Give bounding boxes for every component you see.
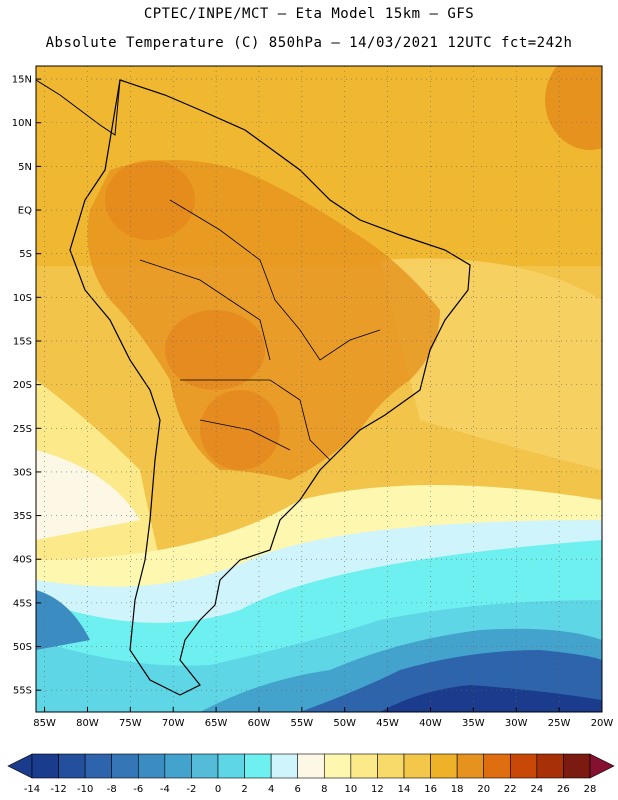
colorbar-swatch — [563, 753, 591, 779]
colorbar-label: -12 — [50, 784, 66, 795]
colorbar-swatch — [191, 753, 219, 779]
lat-label: 10S — [13, 293, 32, 304]
colorbar-swatch — [164, 753, 192, 779]
colorbar-label: 14 — [398, 784, 411, 795]
colorbar-label: -14 — [24, 784, 40, 795]
country-borders — [139, 199, 381, 461]
field-south-7 — [380, 685, 602, 712]
lon-label: 85W — [33, 718, 56, 729]
map-frame — [35, 65, 603, 713]
lon-label: 75W — [119, 718, 142, 729]
colorbar-label: 2 — [241, 784, 247, 795]
chart-title-line1: CPTEC/INPE/MCT – Eta Model 15km – GFS — [143, 6, 475, 22]
colorbar-swatch — [456, 753, 485, 779]
colorbar-swatch — [403, 753, 431, 779]
field-continent-hot2 — [200, 390, 280, 470]
lat-label: 55S — [13, 686, 32, 697]
colorbar-swatch — [270, 753, 299, 779]
lon-label: 80W — [76, 718, 99, 729]
field-continent-hot3 — [105, 160, 195, 240]
lat-label: EQ — [18, 206, 32, 217]
colorbar-swatch — [31, 753, 59, 779]
lon-label: 55W — [291, 718, 314, 729]
lon-label: 70W — [162, 718, 185, 729]
central-america-coastline — [36, 79, 121, 136]
lat-label: 35S — [13, 511, 32, 522]
lat-label: 45S — [13, 598, 32, 609]
colorbar-swatch — [377, 753, 405, 779]
field-continent-core — [87, 160, 440, 480]
colorbar-label: 10 — [344, 784, 357, 795]
lat-label: 30S — [13, 467, 32, 478]
lat-label: 25S — [13, 424, 32, 435]
lat-label: 50S — [13, 642, 32, 653]
longitude-labels: 85W 80W 75W 70W 65W 60W 55W 50W 45W 40W 35W 30W 25W 2… — [33, 718, 613, 729]
lon-label: 50W — [333, 718, 356, 729]
latitude-labels: 15N 10N 5N EQ 5S 10S 15S 20S 25S 30S 35S 40S 45S 50S 5… — [12, 75, 32, 697]
field-pacific-band2 — [36, 450, 140, 540]
colorbar-label: 12 — [371, 784, 384, 795]
lon-label: 45W — [376, 718, 399, 729]
lon-label: 65W — [205, 718, 228, 729]
colorbar-label: 26 — [557, 784, 570, 795]
colorbar-label: -4 — [160, 784, 170, 795]
colorbar-low-arrow — [7, 753, 33, 779]
colorbar-label: 16 — [424, 784, 437, 795]
colorbar-swatch — [509, 753, 538, 779]
colorbar-label: 28 — [584, 784, 597, 795]
field-west-cold — [36, 590, 90, 650]
colorbar-swatch — [350, 753, 378, 779]
lat-label: 20S — [13, 380, 32, 391]
lat-label: 10N — [12, 118, 32, 129]
colorbar-swatch — [483, 753, 511, 779]
colorbar-label: -6 — [133, 784, 143, 795]
lon-label: 35W — [462, 718, 485, 729]
colorbar-swatch — [58, 753, 86, 779]
colorbar-swatch — [111, 753, 139, 779]
lat-label: 15N — [12, 75, 32, 86]
colorbar-label: -10 — [77, 784, 93, 795]
lon-label: 20W — [591, 718, 614, 729]
colorbar-label: 24 — [530, 784, 543, 795]
lat-label: 5S — [19, 249, 32, 260]
colorbar-label: 20 — [477, 784, 490, 795]
south-america-coastline — [69, 79, 471, 696]
chart-title-line2: Absolute Temperature (C) 850hPa – 14/03/… — [45, 35, 573, 51]
lon-label: 30W — [505, 718, 528, 729]
colorbar-swatch — [430, 753, 458, 779]
colorbar-label: -2 — [186, 784, 196, 795]
lat-label: 40S — [13, 555, 32, 566]
colorbar-swatch — [217, 753, 245, 779]
colorbar-swatch — [297, 753, 325, 779]
colorbar: -14 -12 -10 -8 -6 -4 -2 0 2 4 6 8 10 12 14 16 18 20 22 24 26… — [7, 753, 615, 795]
lon-label: 25W — [548, 718, 571, 729]
colorbar-swatch — [137, 753, 166, 779]
colorbar-swatch — [244, 753, 272, 779]
lat-label: 5N — [18, 162, 32, 173]
colorbar-label: 6 — [295, 784, 301, 795]
colorbar-label: -8 — [107, 784, 117, 795]
colorbar-label: 8 — [321, 784, 327, 795]
colorbar-label: 22 — [504, 784, 517, 795]
field-continent-hot1 — [165, 310, 265, 390]
lon-label: 40W — [419, 718, 442, 729]
colorbar-high-arrow — [589, 753, 615, 779]
colorbar-swatch — [536, 753, 564, 779]
colorbar-label: 4 — [268, 784, 274, 795]
temperature-field — [36, 66, 602, 712]
colorbar-label: 18 — [451, 784, 464, 795]
lat-label: 15S — [13, 336, 32, 347]
lon-label: 60W — [248, 718, 271, 729]
colorbar-swatch — [84, 753, 113, 779]
colorbar-swatch — [323, 753, 352, 779]
colorbar-label: 0 — [215, 784, 221, 795]
